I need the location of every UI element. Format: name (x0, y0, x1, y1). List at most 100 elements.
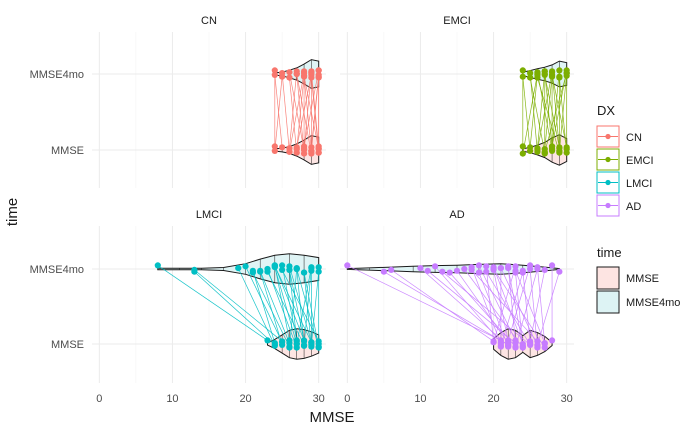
point-mmse4mo (300, 68, 308, 75)
pair-line (347, 265, 502, 341)
point-mmse (490, 339, 497, 346)
pair-line (515, 272, 524, 347)
point-mmse4mo (534, 265, 541, 273)
legend-title: DX (597, 103, 615, 118)
point-mmse4mo (541, 68, 548, 75)
pair-line (507, 266, 516, 343)
point-mmse4mo (380, 268, 387, 275)
point-mmse4mo (468, 266, 475, 273)
point-mmse (271, 147, 278, 154)
point-mmse4mo (431, 263, 439, 270)
point-mmse4mo (249, 267, 256, 274)
pair-line (485, 271, 531, 346)
points (344, 262, 563, 351)
pair-line (296, 267, 312, 345)
pair-line (449, 272, 516, 347)
point-mmse4mo (286, 69, 293, 76)
legend-item-mmse4mo: MMSE4mo (596, 290, 680, 314)
point-mmse4mo (556, 73, 563, 80)
pair-line (157, 265, 268, 341)
pair-line (537, 267, 546, 345)
grid (340, 226, 574, 383)
legend-label: MMSE (626, 273, 659, 285)
point-mmse4mo (264, 268, 271, 275)
point-mmse4mo (453, 267, 461, 274)
pair-line (507, 265, 531, 341)
panel-emci: EMCI (340, 15, 574, 188)
legend-item-lmci: LMCI (596, 171, 652, 194)
point-mmse4mo (308, 264, 315, 271)
pair-line (515, 270, 546, 344)
point-mmse4mo (293, 265, 300, 273)
point-mmse4mo (271, 67, 278, 74)
pair-line (522, 73, 538, 154)
point-mmse4mo (548, 71, 556, 78)
point-mmse (300, 145, 308, 152)
pair-line (529, 269, 546, 342)
point-mmse (293, 144, 300, 151)
point-mmse4mo (257, 268, 264, 275)
point-mmse (541, 148, 548, 155)
point-mmse (264, 337, 271, 344)
y-tick-label: MMSE4mo (30, 69, 84, 81)
pair-line (544, 74, 560, 148)
pair-line (507, 268, 524, 346)
pair-line (303, 75, 320, 150)
point-mmse (519, 340, 526, 348)
point-mmse (541, 344, 548, 351)
point-mmse4mo (534, 74, 541, 81)
panel-lmci: LMCI MMSE MMSE4mo 0 10 20 30 (30, 209, 326, 405)
pair-line (493, 267, 524, 345)
panel-strip-title: EMCI (443, 15, 471, 27)
pair-line (390, 269, 494, 342)
points (271, 67, 322, 157)
point-mmse4mo (424, 267, 431, 274)
legend-key-point (605, 133, 611, 140)
pair-line (493, 266, 516, 343)
x-tick-label: 0 (344, 393, 350, 405)
point-mmse (563, 144, 570, 151)
point-mmse4mo (344, 262, 351, 269)
point-mmse (286, 344, 293, 351)
grid (92, 226, 326, 383)
pair-line (471, 267, 502, 345)
legend-key (596, 290, 620, 314)
legend-label: MMSE4mo (626, 297, 680, 309)
pair-line (274, 74, 283, 148)
point-mmse (505, 343, 512, 350)
point-mmse4mo (439, 268, 446, 275)
point-mmse (315, 338, 322, 345)
point-mmse (300, 342, 308, 349)
point-mmse4mo (541, 266, 548, 273)
legend-label: EMCI (626, 155, 654, 167)
point-mmse4mo (483, 263, 490, 270)
pair-line (544, 73, 568, 152)
point-mmse4mo (286, 74, 293, 81)
point-mmse (271, 143, 278, 150)
point-mmse4mo (279, 70, 286, 77)
point-mmse (279, 341, 286, 348)
point-mmse4mo (475, 269, 483, 276)
pair-line (442, 271, 531, 346)
point-mmse4mo (519, 67, 526, 74)
point-mmse4mo (315, 67, 322, 74)
pair-line (311, 271, 320, 345)
y-tick-label: MMSE (51, 339, 84, 351)
grid (340, 32, 574, 188)
point-mmse (512, 340, 519, 347)
y-tick-label: MMSE (51, 145, 84, 157)
point-mmse4mo (519, 269, 526, 276)
point-mmse4mo (483, 268, 490, 275)
paired-lines (347, 265, 560, 348)
pair-line (245, 266, 283, 343)
point-mmse (300, 337, 308, 344)
legend-label: LMCI (626, 178, 652, 190)
point-mmse4mo (475, 262, 483, 269)
paired-lines (274, 70, 320, 154)
panel-ad: AD 0 10 20 30 (340, 209, 574, 405)
pair-line (289, 77, 298, 153)
point-mmse4mo (446, 269, 453, 276)
x-tick-label: 20 (239, 393, 251, 405)
pair-line (281, 73, 290, 152)
